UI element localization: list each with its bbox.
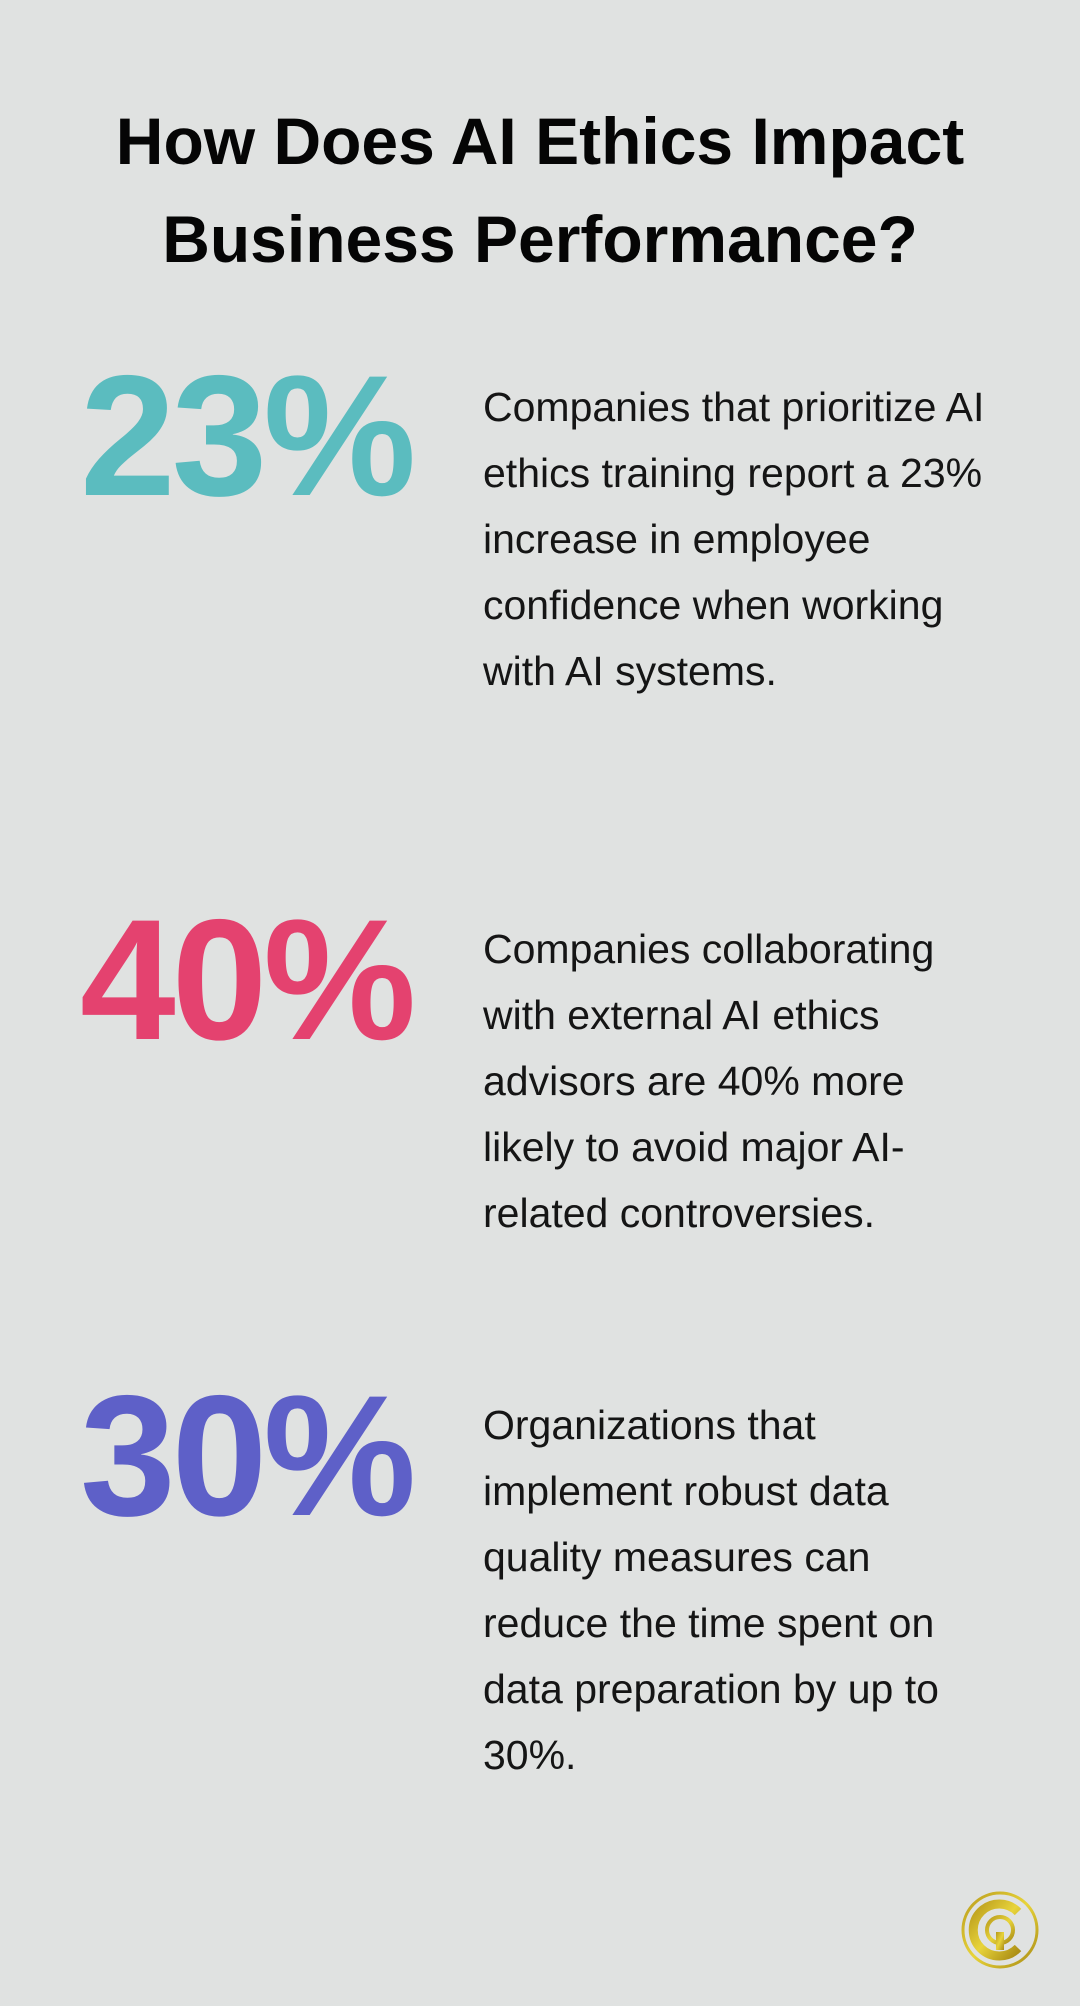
stat-description-2: Companies collaborating with external AI… [483, 926, 935, 1236]
page-title: How Does AI Ethics Impact Business Perfo… [115, 104, 965, 276]
stat-value-2: 40% [80, 884, 416, 1076]
gold-circle-q-logo-icon [961, 1891, 1039, 1969]
stat-description-1: Companies that prioritize AI ethics trai… [483, 384, 985, 694]
stat-value-3: 30% [80, 1360, 416, 1552]
stat-value-1: 23% [80, 340, 416, 532]
stat-description-3: Organizations that implement robust data… [483, 1402, 939, 1778]
